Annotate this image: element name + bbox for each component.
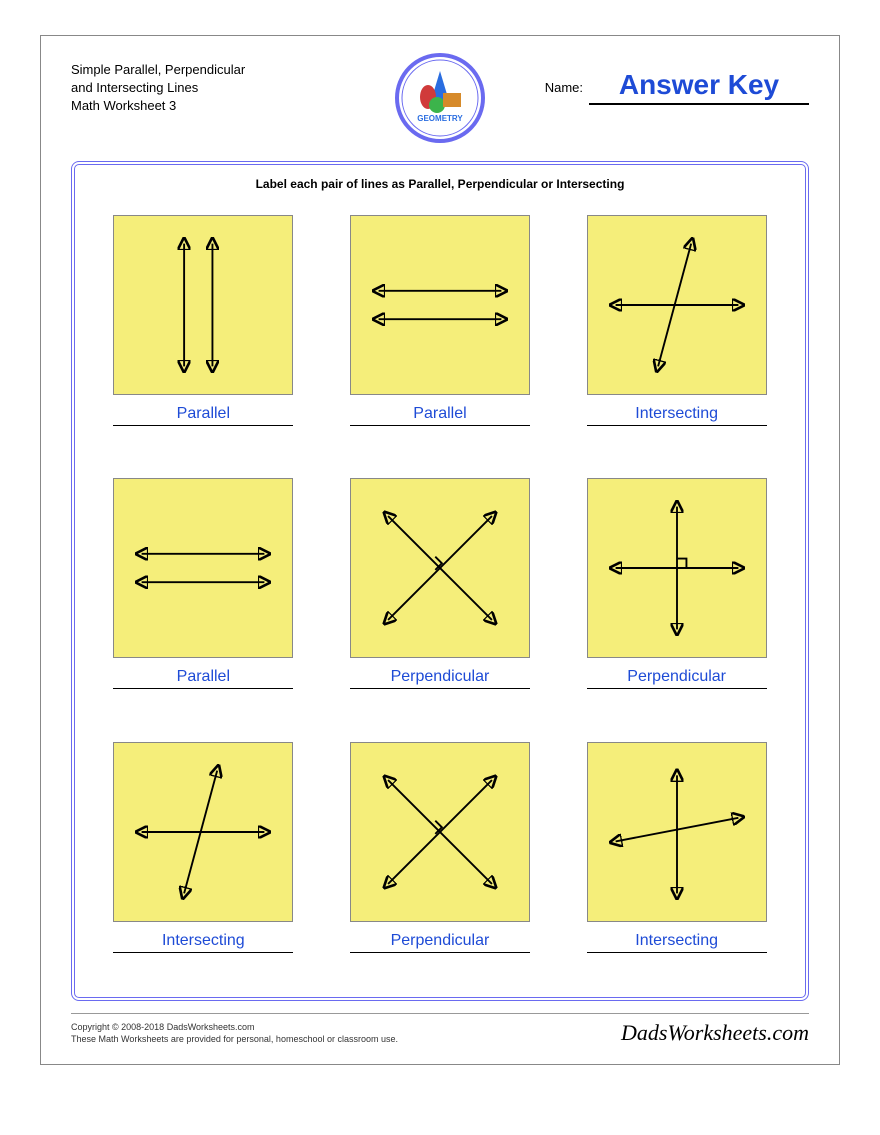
answer-line: Intersecting	[587, 405, 767, 426]
header: Simple Parallel, Perpendicular and Inter…	[71, 61, 809, 151]
title-line-2: and Intersecting Lines	[71, 79, 245, 97]
answer-text: Parallel	[413, 405, 466, 422]
answer-line: Parallel	[113, 405, 293, 426]
answer-line: Perpendicular	[587, 668, 767, 689]
line-diagram	[587, 742, 767, 922]
problem-cell: Intersecting	[110, 742, 297, 967]
line-diagram	[113, 215, 293, 395]
title-line-3: Math Worksheet 3	[71, 97, 245, 115]
problem-cell: Perpendicular	[347, 478, 534, 703]
title-line-1: Simple Parallel, Perpendicular	[71, 61, 245, 79]
name-block: Name: Answer Key	[545, 69, 809, 105]
answer-line: Perpendicular	[350, 932, 530, 953]
answer-line: Intersecting	[587, 932, 767, 953]
title-block: Simple Parallel, Perpendicular and Inter…	[71, 61, 245, 116]
problem-cell: Perpendicular	[583, 478, 770, 703]
worksheet-page: Simple Parallel, Perpendicular and Inter…	[40, 35, 840, 1065]
problem-cell: Intersecting	[583, 215, 770, 440]
answer-line: Parallel	[113, 668, 293, 689]
answer-text: Parallel	[177, 668, 230, 685]
answer-line: Perpendicular	[350, 668, 530, 689]
line-diagram	[350, 215, 530, 395]
content-frame: Label each pair of lines as Parallel, Pe…	[71, 161, 809, 1001]
answer-line: Intersecting	[113, 932, 293, 953]
disclaimer-text: These Math Worksheets are provided for p…	[71, 1033, 398, 1046]
line-diagram	[587, 478, 767, 658]
problem-cell: Intersecting	[583, 742, 770, 967]
line-diagram	[113, 478, 293, 658]
geometry-logo-icon: GEOMETRY	[395, 53, 485, 143]
footer: Copyright © 2008-2018 DadsWorksheets.com…	[71, 1013, 809, 1046]
problem-grid: Parallel Parallel Intersecting Parallel Perp…	[95, 205, 785, 977]
line-diagram	[350, 478, 530, 658]
problem-cell: Parallel	[110, 215, 297, 440]
footer-left: Copyright © 2008-2018 DadsWorksheets.com…	[71, 1021, 398, 1046]
name-label: Name:	[545, 80, 583, 95]
answer-text: Perpendicular	[627, 668, 726, 685]
line-diagram	[350, 742, 530, 922]
name-value: Answer Key	[619, 69, 779, 100]
copyright-text: Copyright © 2008-2018 DadsWorksheets.com	[71, 1021, 398, 1034]
answer-text: Intersecting	[635, 932, 718, 949]
name-field: Answer Key	[589, 69, 809, 105]
problem-cell: Parallel	[347, 215, 534, 440]
line-diagram	[113, 742, 293, 922]
problem-cell: Perpendicular	[347, 742, 534, 967]
answer-text: Perpendicular	[391, 932, 490, 949]
answer-text: Intersecting	[162, 932, 245, 949]
instruction-text: Label each pair of lines as Parallel, Pe…	[75, 177, 805, 191]
problem-cell: Parallel	[110, 478, 297, 703]
answer-text: Intersecting	[635, 405, 718, 422]
line-diagram	[587, 215, 767, 395]
answer-text: Parallel	[177, 405, 230, 422]
answer-text: Perpendicular	[391, 668, 490, 685]
answer-line: Parallel	[350, 405, 530, 426]
svg-text:GEOMETRY: GEOMETRY	[417, 114, 463, 123]
brand-logo: DadsWorksheets.com	[621, 1020, 809, 1046]
